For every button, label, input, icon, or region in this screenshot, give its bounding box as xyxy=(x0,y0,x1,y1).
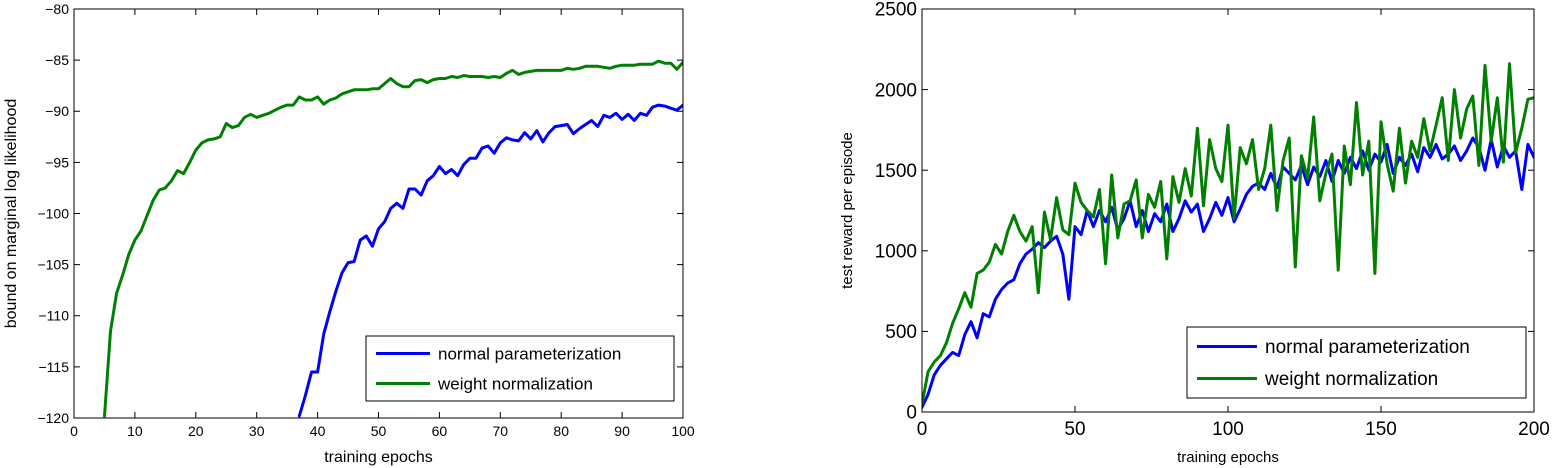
legend: normal parameterization weight normalizat… xyxy=(1186,326,1527,399)
y-tick-label: −115 xyxy=(39,359,70,375)
x-tick-label: 0 xyxy=(917,419,928,440)
legend-label: weight normalization xyxy=(437,374,593,393)
x-tick-label: 150 xyxy=(1365,419,1397,440)
x-tick-label: 100 xyxy=(1212,419,1244,440)
y-tick-label: −100 xyxy=(37,205,69,221)
x-tick-label: 80 xyxy=(553,423,569,439)
x-tick-label: 90 xyxy=(614,423,630,439)
x-axis-label: training epochs xyxy=(1177,449,1279,466)
y-tick-label: −85 xyxy=(45,52,69,68)
legend-box xyxy=(1186,326,1527,399)
y-tick-label: 1500 xyxy=(875,161,917,182)
legend-box xyxy=(365,335,675,402)
x-tick-label: 70 xyxy=(493,423,509,439)
chart-1: 0 10 20 30 40 50 60 70 80 90 100 −120 −115 −110 −105 −1… xyxy=(3,1,695,466)
series-line-normal-parameterization xyxy=(297,103,683,418)
y-tick-label: −110 xyxy=(39,308,70,324)
y-tick-label: 2000 xyxy=(875,80,917,101)
x-tick-label: 0 xyxy=(70,423,78,439)
y-tick-label: 0 xyxy=(906,403,917,424)
y-axis-label: bound on marginal log likelihood xyxy=(3,99,20,329)
x-tick-label: 10 xyxy=(127,423,143,439)
y-tick-label: −90 xyxy=(45,103,69,119)
x-tick-label: 20 xyxy=(188,423,204,439)
y-tick-label: 2500 xyxy=(875,0,917,21)
x-tick-label: 50 xyxy=(371,423,387,439)
legend: normal parameterization weight normalizat… xyxy=(365,335,675,402)
legend-label: normal parameterization xyxy=(1265,337,1470,358)
y-tick-label: −80 xyxy=(45,1,69,17)
x-tick-label: 30 xyxy=(249,423,265,439)
x-tick-label: 100 xyxy=(671,423,695,439)
x-tick-label: 200 xyxy=(1518,419,1550,440)
y-tick-label: −105 xyxy=(37,257,69,273)
y-tick-label: 1000 xyxy=(875,241,917,262)
legend-label: weight normalization xyxy=(1264,369,1438,390)
series-line-weight-normalization xyxy=(103,59,683,418)
x-axis-label: training epochs xyxy=(324,449,433,466)
y-axis-label: test reward per episode xyxy=(839,132,856,289)
x-tick-label: 60 xyxy=(432,423,448,439)
series-line-weight-normalization xyxy=(922,62,1534,406)
chart-2: 0 50 100 150 20005001000150020002500training… xyxy=(839,0,1550,466)
x-tick-label: 40 xyxy=(310,423,326,439)
x-tick-label: 50 xyxy=(1064,419,1085,440)
series-line-normal-parameterization xyxy=(922,136,1534,409)
legend-label: normal parameterization xyxy=(438,344,621,363)
y-tick-label: −120 xyxy=(37,410,69,426)
y-tick-label: 500 xyxy=(885,322,917,343)
y-tick-label: −95 xyxy=(45,154,69,170)
